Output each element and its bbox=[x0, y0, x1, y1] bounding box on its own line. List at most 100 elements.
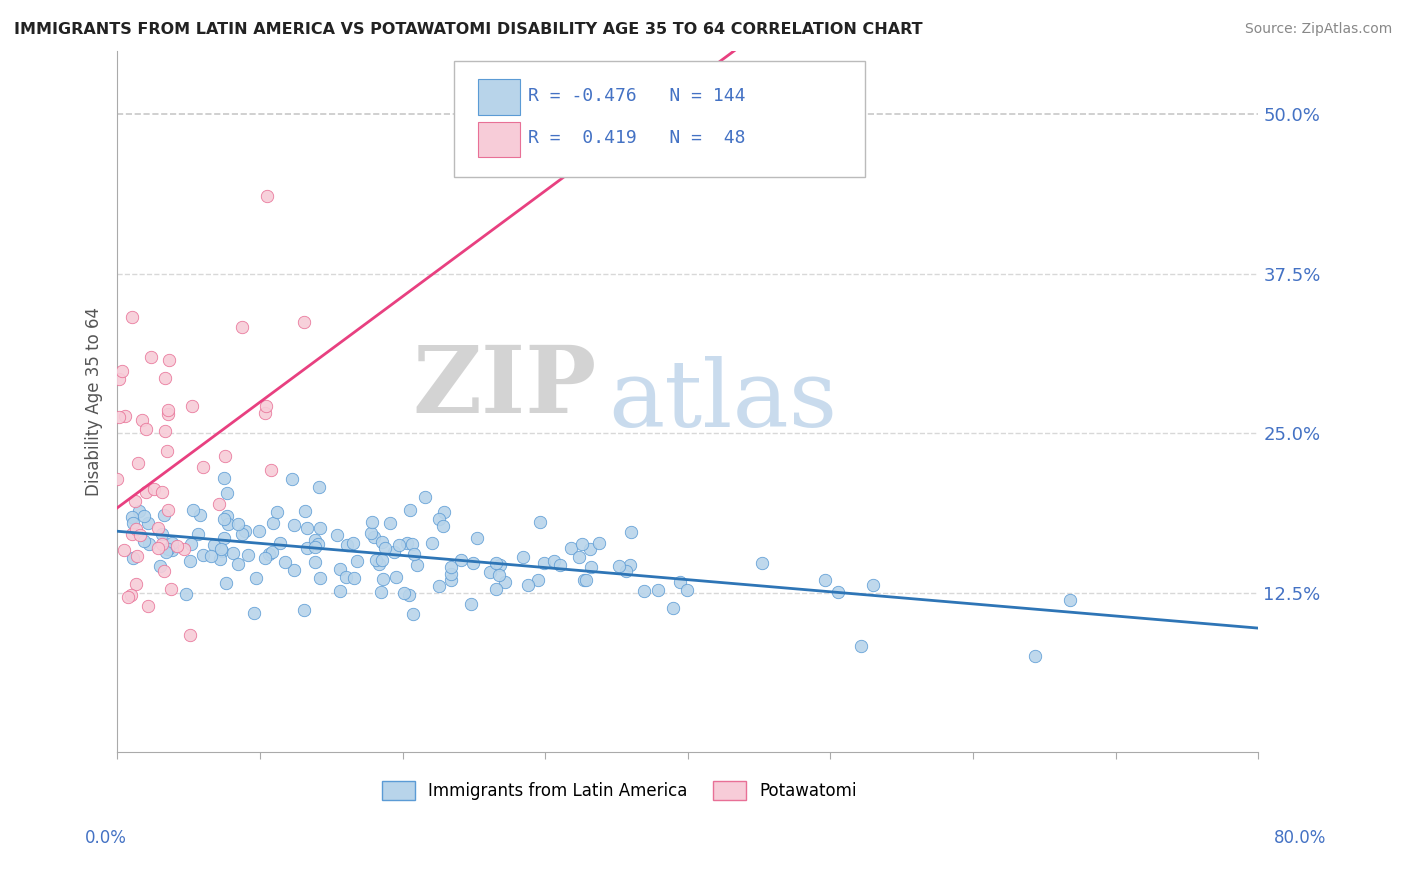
Point bbox=[295, 521, 318, 535]
Point bbox=[385, 570, 408, 584]
Point bbox=[368, 557, 391, 571]
Point bbox=[529, 515, 551, 529]
Y-axis label: Disability Age 35 to 64: Disability Age 35 to 64 bbox=[86, 307, 103, 496]
Point bbox=[266, 505, 288, 519]
Text: 80.0%: 80.0% bbox=[1274, 829, 1327, 847]
Point bbox=[427, 579, 450, 593]
Point bbox=[128, 504, 150, 518]
Point bbox=[460, 597, 482, 611]
Point bbox=[157, 503, 180, 517]
Point bbox=[360, 515, 382, 529]
Point bbox=[364, 553, 387, 567]
Point bbox=[292, 315, 315, 329]
Point bbox=[440, 560, 463, 574]
Point bbox=[512, 550, 534, 565]
Point bbox=[478, 566, 501, 580]
Point bbox=[548, 558, 571, 572]
Point bbox=[378, 516, 401, 530]
Text: Source: ZipAtlas.com: Source: ZipAtlas.com bbox=[1244, 22, 1392, 37]
Point bbox=[432, 519, 454, 533]
Point bbox=[105, 472, 128, 486]
Point bbox=[247, 524, 270, 538]
Point bbox=[143, 483, 166, 497]
Point bbox=[187, 526, 209, 541]
Point bbox=[121, 550, 143, 565]
Point bbox=[402, 607, 425, 621]
Point bbox=[217, 516, 239, 531]
Point bbox=[176, 587, 198, 601]
FancyBboxPatch shape bbox=[454, 62, 865, 177]
Point bbox=[138, 537, 160, 551]
Point bbox=[326, 528, 349, 542]
Point bbox=[129, 528, 152, 542]
Point bbox=[578, 542, 600, 557]
Point bbox=[136, 516, 159, 531]
Point bbox=[155, 371, 177, 385]
Point bbox=[420, 536, 443, 550]
Point bbox=[122, 516, 145, 531]
Point bbox=[401, 537, 423, 551]
Point bbox=[371, 535, 394, 549]
Point bbox=[329, 583, 352, 598]
Point bbox=[335, 570, 357, 584]
Point bbox=[125, 577, 148, 591]
Point bbox=[134, 533, 156, 548]
Point bbox=[346, 554, 368, 568]
Point bbox=[156, 541, 179, 556]
Point bbox=[179, 627, 201, 641]
Point bbox=[406, 558, 429, 572]
Point bbox=[342, 536, 364, 550]
Point bbox=[283, 517, 305, 532]
Point bbox=[633, 584, 655, 599]
Point bbox=[374, 541, 396, 556]
Point bbox=[149, 558, 172, 573]
Text: atlas: atlas bbox=[607, 357, 837, 446]
Point bbox=[661, 601, 683, 615]
Point bbox=[392, 586, 415, 600]
Point bbox=[135, 422, 157, 436]
Point bbox=[370, 584, 392, 599]
Point bbox=[162, 543, 184, 558]
Point bbox=[465, 531, 488, 545]
Point bbox=[463, 556, 485, 570]
Point bbox=[179, 554, 201, 568]
Point bbox=[117, 590, 139, 604]
Point bbox=[253, 406, 276, 420]
Point bbox=[193, 459, 215, 474]
Point bbox=[571, 537, 593, 551]
Point bbox=[292, 603, 315, 617]
Point bbox=[150, 527, 173, 541]
Point bbox=[156, 402, 179, 417]
Text: IMMIGRANTS FROM LATIN AMERICA VS POTAWATOMI DISABILITY AGE 35 TO 64 CORRELATION : IMMIGRANTS FROM LATIN AMERICA VS POTAWAT… bbox=[14, 22, 922, 37]
Point bbox=[283, 563, 305, 577]
Point bbox=[371, 572, 394, 586]
Point bbox=[215, 576, 238, 591]
Point bbox=[256, 399, 278, 413]
Point bbox=[488, 568, 510, 582]
Point bbox=[217, 508, 239, 523]
Point bbox=[157, 352, 180, 367]
Point bbox=[575, 573, 598, 587]
Point bbox=[343, 571, 366, 585]
Point bbox=[440, 573, 463, 587]
Point bbox=[620, 525, 643, 540]
Point bbox=[533, 556, 555, 570]
Point bbox=[222, 546, 245, 560]
Point bbox=[485, 582, 508, 597]
Point bbox=[304, 556, 326, 570]
Point bbox=[308, 480, 330, 494]
Point bbox=[214, 449, 236, 463]
Point bbox=[111, 364, 134, 378]
Point bbox=[153, 508, 176, 522]
FancyBboxPatch shape bbox=[478, 121, 520, 157]
Point bbox=[155, 443, 177, 458]
Point bbox=[262, 516, 284, 530]
Point bbox=[112, 543, 135, 558]
Point bbox=[108, 410, 131, 425]
Point bbox=[215, 485, 238, 500]
Point bbox=[751, 556, 773, 570]
Point bbox=[242, 606, 264, 620]
Point bbox=[307, 537, 329, 551]
Point bbox=[304, 533, 326, 547]
Point bbox=[309, 521, 332, 535]
